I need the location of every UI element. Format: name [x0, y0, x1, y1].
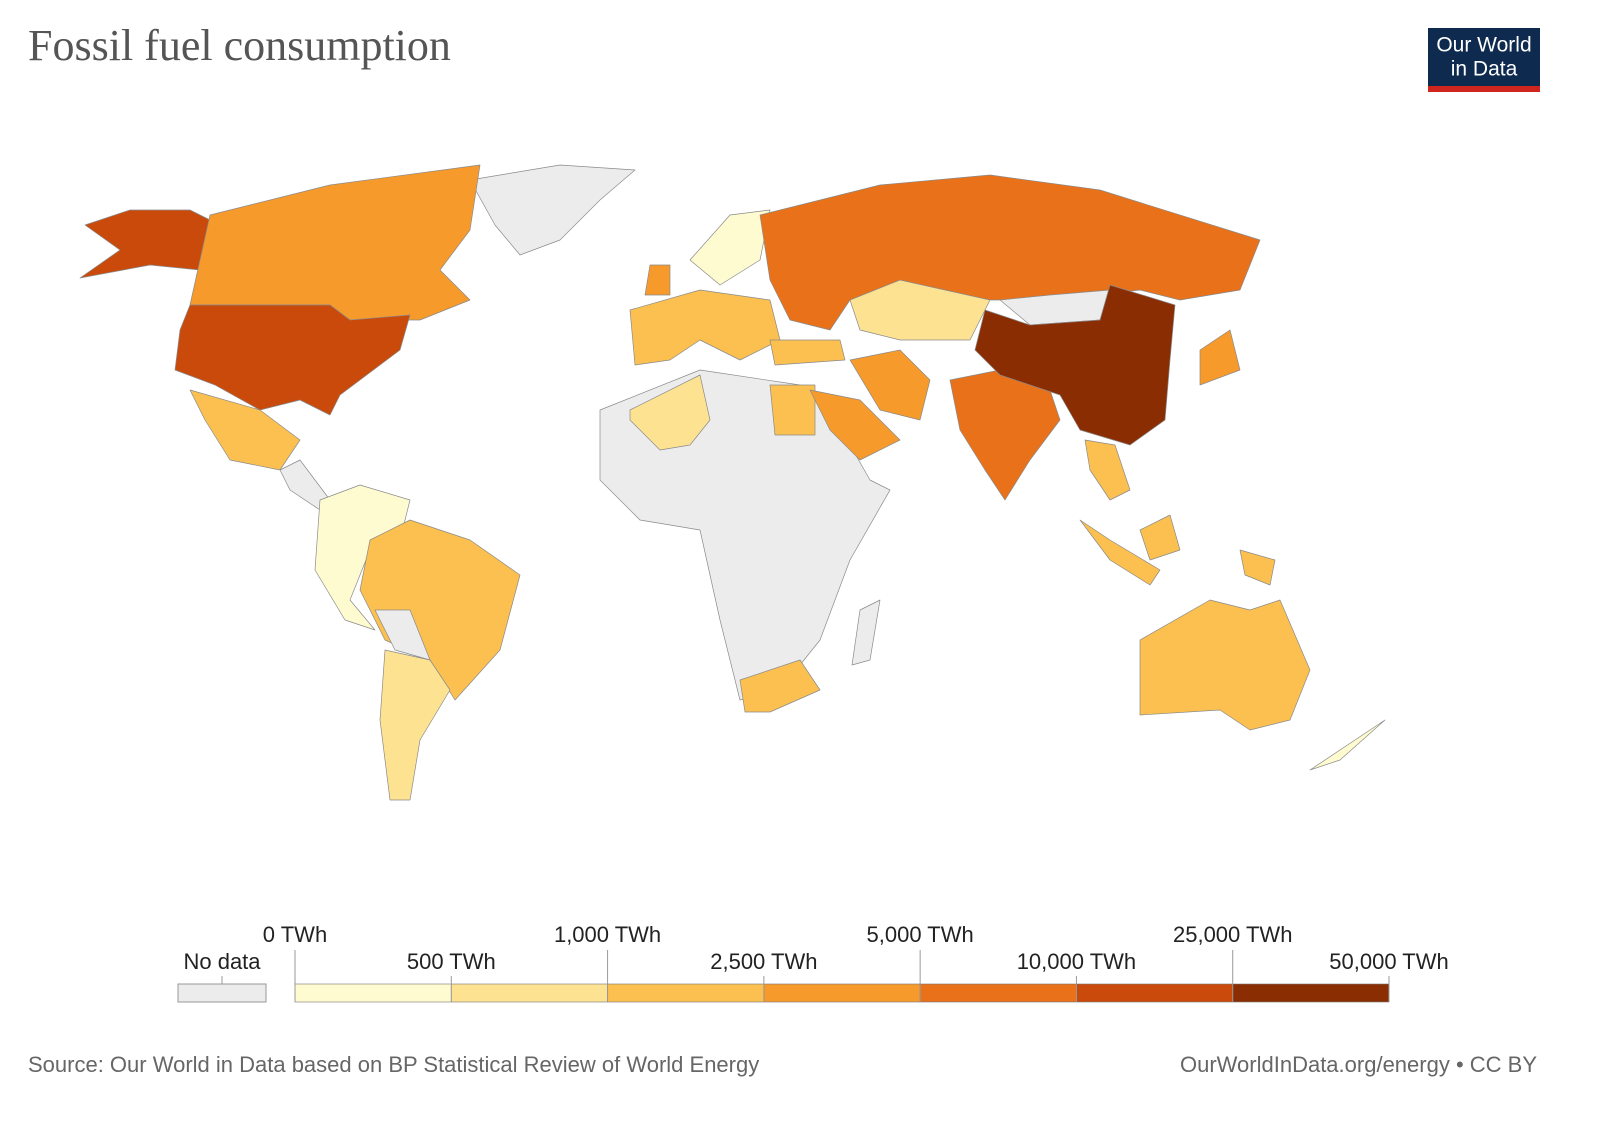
country: [809, 389, 901, 461]
country: [629, 289, 781, 366]
country: [1309, 719, 1386, 771]
legend-bin: [1232, 983, 1390, 1003]
legend-bin: [450, 983, 608, 1003]
legend-tick-label: 5,000 TWh: [867, 922, 974, 947]
legend-tick-label: 10,000 TWh: [1017, 949, 1136, 974]
country: [974, 284, 1176, 446]
footer-link: OurWorldInData.org/energy • CC BY: [1180, 1052, 1537, 1077]
country: [1084, 439, 1131, 501]
country: [769, 384, 816, 436]
legend-bin: [763, 983, 921, 1003]
country: [379, 649, 451, 801]
logo-text: in Data: [1451, 58, 1518, 81]
country: [689, 209, 771, 286]
country: [1239, 549, 1276, 586]
country: [849, 349, 931, 421]
country: [1139, 599, 1311, 731]
legend-tick-label: 2,500 TWh: [710, 949, 817, 974]
country: [739, 659, 821, 713]
country: [79, 209, 211, 279]
legend-tick-label: 500 TWh: [407, 949, 496, 974]
legend-bin: [1076, 983, 1234, 1003]
country: [189, 164, 481, 321]
country: [849, 279, 991, 341]
legend-tick-label: 50,000 TWh: [1329, 949, 1448, 974]
country: [769, 339, 846, 366]
logo-box: [1428, 28, 1540, 88]
logo: Our World in Data: [1428, 28, 1540, 92]
country: [174, 304, 411, 416]
country: [1139, 514, 1181, 561]
legend-bin: [919, 983, 1077, 1003]
logo-text: Our World: [1436, 34, 1531, 57]
no-data-label: No data: [183, 949, 261, 974]
no-data-swatch: [177, 983, 267, 1003]
legend-tick-label: 25,000 TWh: [1173, 922, 1292, 947]
country: [851, 599, 881, 666]
legend-bin: [294, 983, 452, 1003]
country: [314, 484, 411, 631]
legend-bin: [607, 983, 765, 1003]
country: [644, 264, 671, 296]
legend-tick-label: 0 TWh: [263, 922, 327, 947]
country: [1079, 519, 1161, 586]
logo-bar: [1428, 86, 1540, 92]
country: [629, 374, 711, 451]
country: [1199, 329, 1241, 386]
legend-tick-label: 1,000 TWh: [554, 922, 661, 947]
country: [359, 519, 521, 701]
chart-title: Fossil fuel consumption: [28, 21, 451, 70]
world-map: [79, 164, 1386, 801]
source-note: Source: Our World in Data based on BP St…: [28, 1052, 759, 1077]
country: [469, 164, 636, 256]
